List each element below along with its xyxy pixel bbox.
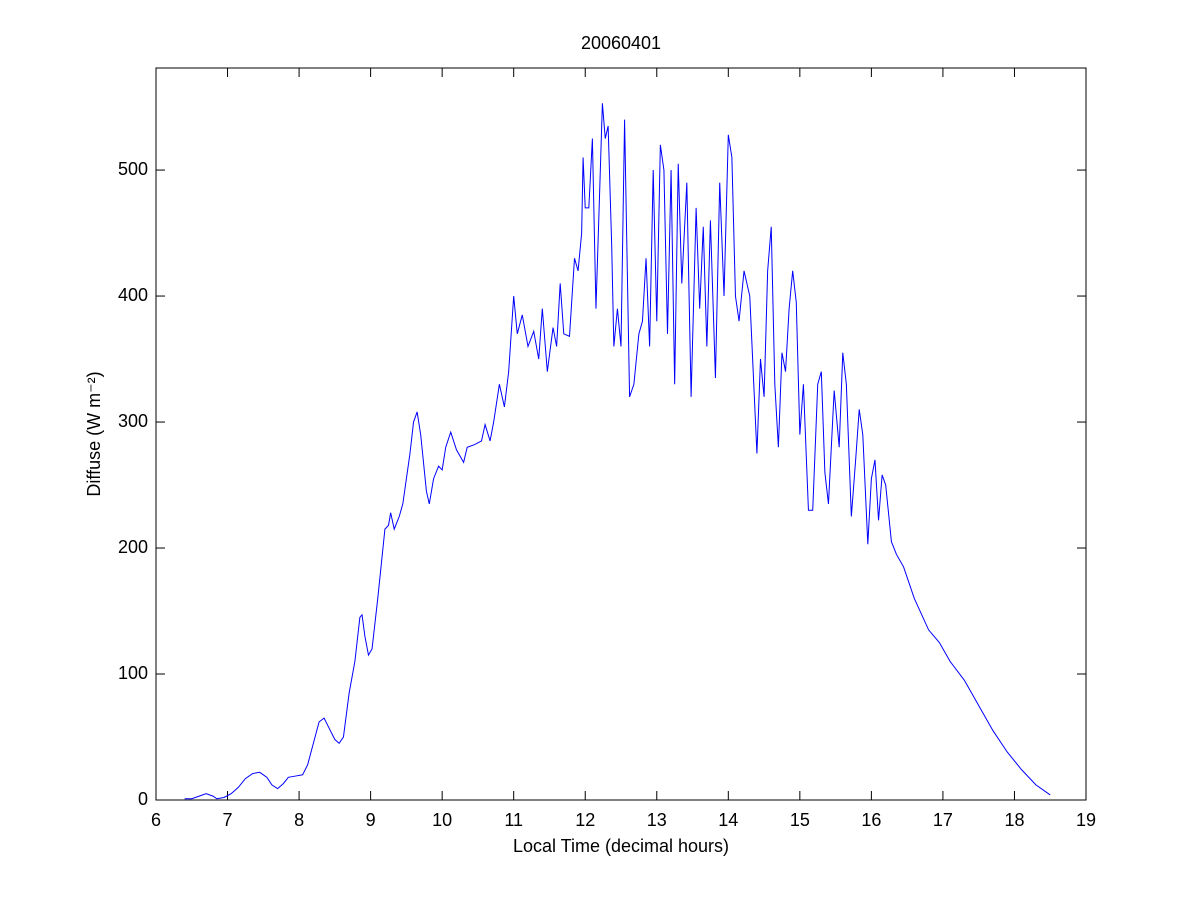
x-tick-label: 7 [223,810,233,830]
x-tick-label: 16 [861,810,881,830]
y-tick-label: 300 [118,411,148,431]
plot-frame [155,67,1087,801]
y-tick-label: 200 [118,537,148,557]
y-tick-label: 400 [118,285,148,305]
x-tick-label: 19 [1076,810,1096,830]
x-tick-label: 18 [1004,810,1024,830]
y-tick-label: 100 [118,663,148,683]
x-tick-label: 10 [432,810,452,830]
x-tick-label: 8 [294,810,304,830]
y-tick-label: 0 [138,789,148,809]
x-tick-label: 12 [575,810,595,830]
data-line [184,103,1051,800]
x-tick-label: 14 [718,810,738,830]
x-tick-label: 11 [504,810,523,830]
x-tick-label: 9 [366,810,376,830]
y-axis-label: Diffuse (W m⁻²) [84,371,104,496]
x-axis-label: Local Time (decimal hours) [513,836,729,856]
x-tick-label: 15 [790,810,810,830]
y-tick-label: 500 [118,159,148,179]
x-tick-label: 17 [933,810,953,830]
x-tick-label: 13 [647,810,667,830]
x-tick-label: 6 [151,810,161,830]
chart-title: 20060401 [581,33,661,53]
